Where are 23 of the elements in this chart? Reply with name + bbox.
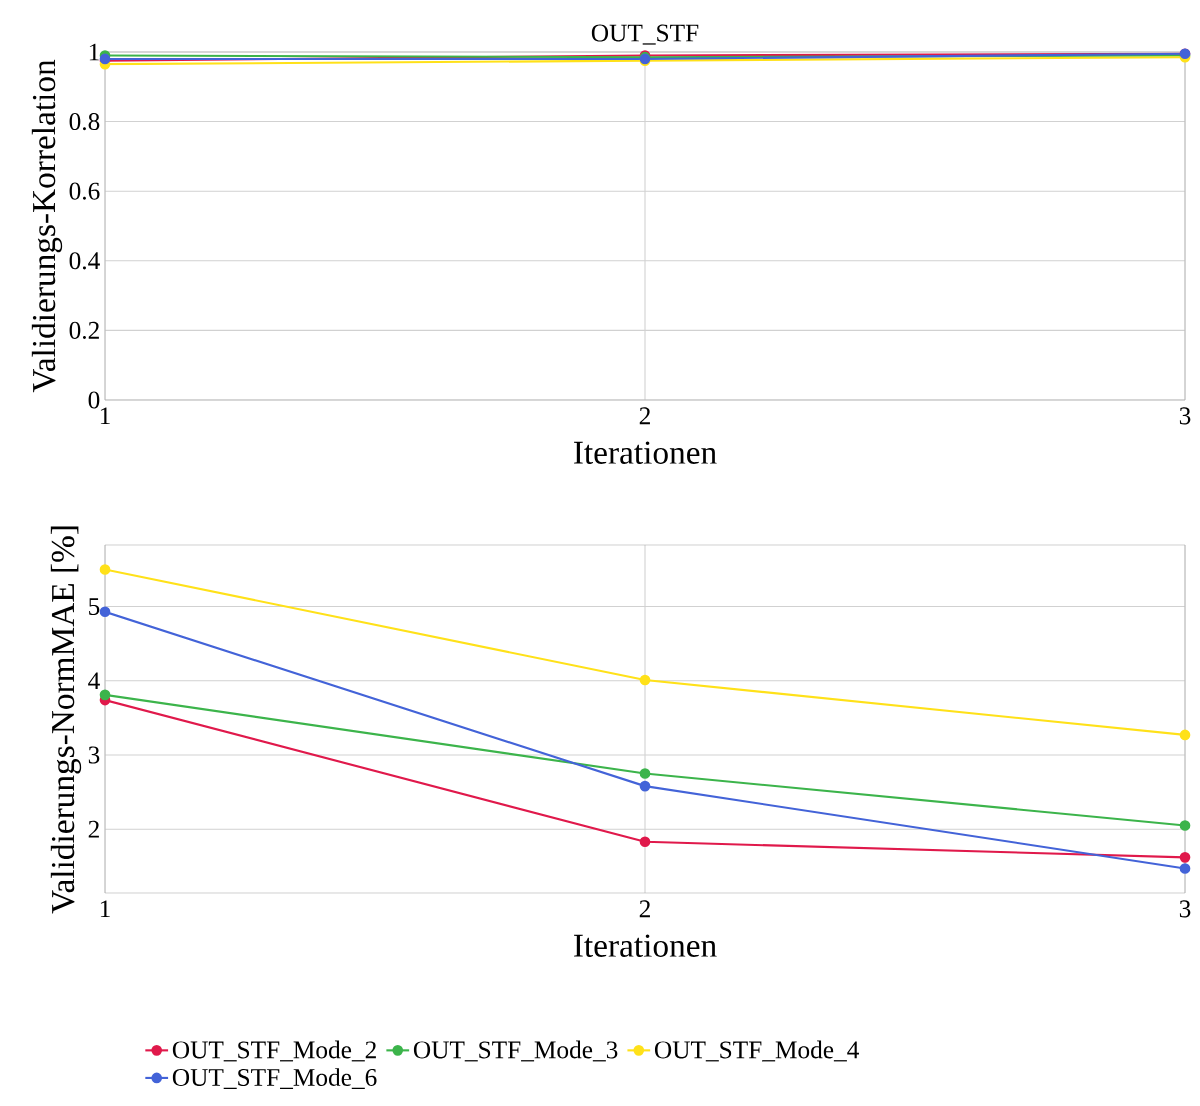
y-axis-title: Validierungs-NormMAE [%] [50,526,82,914]
y-axis-title: Validierungs-Korrelation [31,59,63,393]
y-tick-label: 3 [88,746,100,764]
y-tick-label: 1 [89,43,99,61]
y-tick-label: 0 [88,391,100,409]
legend-label: OUT_STF_Mode_4 [654,1040,859,1062]
y-tick-label: 2 [88,820,99,838]
x-tick-label: 2 [639,407,650,425]
x-tick-label: 2 [639,900,650,918]
y-tick-label: 0.2 [69,321,99,339]
chart-title: OUT_STF [591,24,699,45]
x-axis-title: Iterationen [574,441,717,464]
legend-label: OUT_STF_Mode_3 [413,1040,618,1062]
legend-label: OUT_STF_Mode_6 [172,1068,377,1089]
y-tick-label: 4 [88,672,100,690]
legend-label: OUT_STF_Mode_2 [172,1040,376,1062]
y-tick-label: 0.8 [69,113,100,131]
x-axis-title: Iterationen [574,934,717,957]
y-tick-label: 0.4 [69,252,100,270]
y-tick-label: 5 [89,598,100,615]
x-tick-label: 3 [1179,900,1191,918]
y-tick-label: 0.6 [69,182,100,200]
x-tick-label: 3 [1179,407,1191,425]
